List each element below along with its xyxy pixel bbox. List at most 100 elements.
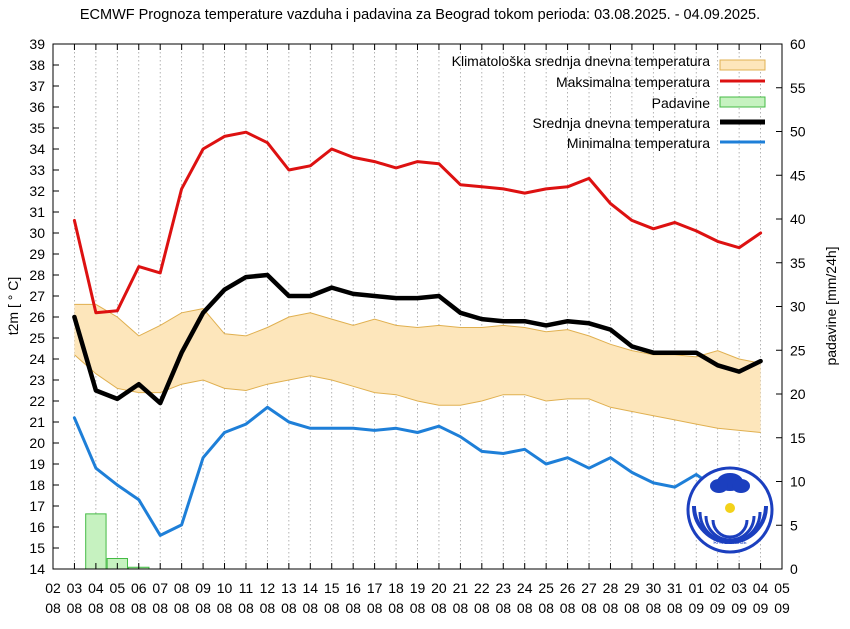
x-tick-label-month: 08 <box>260 600 276 616</box>
x-tick-label-month: 08 <box>388 600 404 616</box>
x-tick-label-month: 08 <box>603 600 619 616</box>
temperature-series <box>72 130 763 537</box>
y-tick-label: 35 <box>29 120 45 136</box>
legend-label-max: Maksimalna temperatura <box>556 74 710 90</box>
x-tick-label-day: 04 <box>88 580 104 596</box>
legend: Klimatološka srednja dnevna temperatura … <box>452 53 766 151</box>
y-tick-label: 18 <box>29 477 45 493</box>
x-tick-label-month: 08 <box>195 600 211 616</box>
x-tick-label-month: 08 <box>45 600 61 616</box>
y-tick-label: 34 <box>29 141 45 157</box>
y-tick-label: 38 <box>29 57 45 73</box>
y-tick-label: 25 <box>29 330 45 346</box>
series-line-min <box>72 405 763 537</box>
x-tick-label-day: 30 <box>646 580 662 596</box>
x-tick-label-month: 09 <box>688 600 704 616</box>
y-tick-label: 26 <box>29 309 45 325</box>
x-tick-label-day: 28 <box>603 580 619 596</box>
legend-label-mean: Srednja dnevna temperatura <box>533 115 711 131</box>
y-tick-label: 23 <box>29 372 45 388</box>
y2-tick-label: 25 <box>790 342 806 358</box>
x-tick-label-day: 20 <box>431 580 447 596</box>
y2-tick-label: 55 <box>790 80 806 96</box>
x-tick-label-month: 09 <box>710 600 726 616</box>
series-line-mean <box>72 272 763 406</box>
x-tick-label-month: 09 <box>731 600 747 616</box>
x-tick-label-month: 08 <box>581 600 597 616</box>
legend-swatch-precip <box>719 96 766 108</box>
x-tick-label-day: 08 <box>174 580 190 596</box>
x-tick-label-day: 12 <box>260 580 276 596</box>
y-tick-label: 33 <box>29 162 45 178</box>
y2-tick-label: 15 <box>790 430 806 446</box>
x-tick-label-month: 08 <box>303 600 319 616</box>
y-tick-label: 39 <box>29 36 45 52</box>
x-tick-label-day: 16 <box>345 580 361 596</box>
x-tick-label-day: 29 <box>624 580 640 596</box>
y2-tick-label: 60 <box>790 36 806 52</box>
legend-label-precip: Padavine <box>652 95 711 111</box>
x-tick-label-day: 03 <box>67 580 83 596</box>
y2-tick-label: 10 <box>790 474 806 490</box>
legend-swatch-clim <box>719 59 766 71</box>
legend-label-min: Minimalna temperatura <box>567 135 710 151</box>
y2-axis-label: padavine [mm/24h] <box>823 246 839 365</box>
y-tick-label: 21 <box>29 414 45 430</box>
x-tick-label-month: 08 <box>495 600 511 616</box>
y2-tick-label: 0 <box>790 561 798 577</box>
y2-tick-label: 5 <box>790 517 798 533</box>
x-tick-label-month: 08 <box>474 600 490 616</box>
y2-tick-label: 20 <box>790 386 806 402</box>
x-tick-label-day: 23 <box>495 580 511 596</box>
y-tick-label: 19 <box>29 456 45 472</box>
y-tick-label: 30 <box>29 225 45 241</box>
x-tick-label-day: 01 <box>688 580 704 596</box>
x-tick-label-day: 31 <box>667 580 683 596</box>
x-tick-label-month: 08 <box>110 600 126 616</box>
x-tick-label-day: 02 <box>710 580 726 596</box>
x-tick-label-day: 15 <box>324 580 340 596</box>
x-tick-label-month: 08 <box>131 600 147 616</box>
x-tick-label-day: 17 <box>367 580 383 596</box>
x-tick-label-month: 08 <box>238 600 254 616</box>
y-tick-label: 15 <box>29 540 45 556</box>
x-tick-label-month: 08 <box>517 600 533 616</box>
x-tick-label-day: 21 <box>453 580 469 596</box>
x-tick-label-month: 08 <box>560 600 576 616</box>
x-tick-label-day: 14 <box>303 580 319 596</box>
y-tick-label: 17 <box>29 498 45 514</box>
axes: 0208030804080508060807080808090810081108… <box>29 36 805 616</box>
x-tick-label-month: 08 <box>217 600 233 616</box>
x-tick-label-day: 22 <box>474 580 490 596</box>
precipitation-bar <box>85 513 107 570</box>
x-tick-label-day: 19 <box>410 580 426 596</box>
y2-tick-label: 45 <box>790 167 806 183</box>
x-tick-label-day: 10 <box>217 580 233 596</box>
x-tick-label-day: 11 <box>239 580 254 596</box>
series-line-max <box>72 130 763 315</box>
x-tick-label-month: 08 <box>281 600 297 616</box>
y2-tick-label: 35 <box>790 255 806 271</box>
x-tick-label-month: 08 <box>152 600 168 616</box>
x-tick-label-day: 09 <box>195 580 211 596</box>
y-tick-label: 27 <box>29 288 45 304</box>
x-tick-label-day: 27 <box>581 580 597 596</box>
x-tick-label-day: 05 <box>774 580 790 596</box>
x-tick-label-month: 08 <box>345 600 361 616</box>
x-tick-label-day: 05 <box>110 580 126 596</box>
y-tick-label: 20 <box>29 435 45 451</box>
y-tick-label: 37 <box>29 78 45 94</box>
y-tick-label: 14 <box>29 561 45 577</box>
y-tick-label: 24 <box>29 351 45 367</box>
y-tick-label: 36 <box>29 99 45 115</box>
svg-text:RHMZ SRBIJE: RHMZ SRBIJE <box>713 540 747 546</box>
x-tick-label-day: 04 <box>753 580 769 596</box>
x-tick-label-day: 03 <box>731 580 747 596</box>
x-tick-label-day: 25 <box>538 580 554 596</box>
x-tick-label-day: 07 <box>152 580 168 596</box>
x-tick-label-day: 18 <box>388 580 404 596</box>
chart-title: ECMWF Prognoza temperature vazduha i pad… <box>80 7 760 23</box>
rhmz-logo: RHMZ SRBIJE <box>686 466 774 554</box>
y-axis-label: t2m [ ° C] <box>5 277 21 336</box>
